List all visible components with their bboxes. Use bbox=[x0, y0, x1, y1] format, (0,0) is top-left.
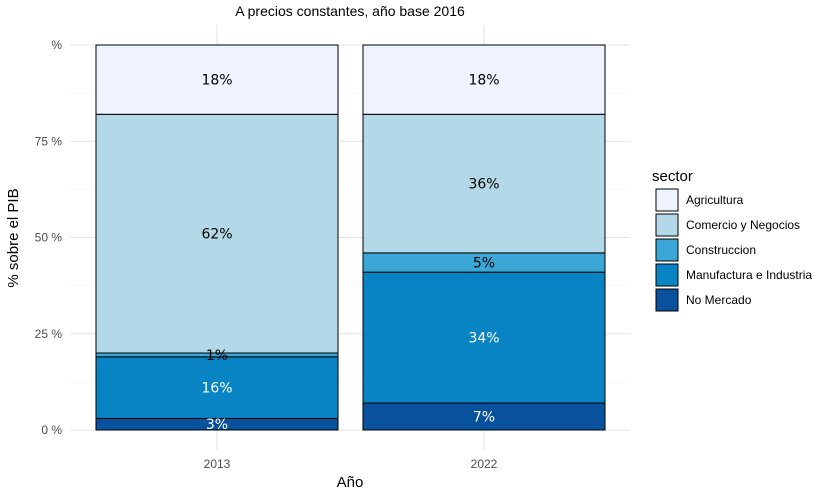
segment-label: 3% bbox=[206, 417, 228, 433]
segment-label: 1% bbox=[206, 348, 228, 364]
segment-label: 62% bbox=[201, 227, 232, 243]
x-tick-label: 2013 bbox=[204, 457, 231, 471]
segment-label: 18% bbox=[201, 73, 232, 89]
y-tick-label: 0 % bbox=[41, 423, 62, 437]
bars bbox=[95, 44, 606, 431]
y-tick-label: 25 % bbox=[35, 327, 63, 341]
legend-label: Construccion bbox=[686, 243, 756, 257]
segment-labels: 3% 16% 1% 62% 18% 7% 34% 5% 36% 18% bbox=[201, 73, 499, 434]
segment-label: 36% bbox=[468, 177, 499, 193]
bar-segment bbox=[362, 402, 606, 431]
legend-key bbox=[655, 238, 679, 262]
y-tick-label: 50 % bbox=[35, 231, 63, 245]
legend-items: Agricultura Comercio y Negocios Construcci… bbox=[655, 188, 812, 312]
legend-title: sector bbox=[652, 168, 693, 185]
bar-segment bbox=[95, 44, 339, 115]
legend-key bbox=[655, 288, 679, 312]
bar-segment bbox=[362, 44, 606, 115]
y-axis-title: % sobre el PIB bbox=[5, 188, 22, 287]
x-axis-ticks: 2013 2022 bbox=[204, 457, 498, 471]
bar-segment bbox=[362, 113, 606, 254]
y-tick-label: % bbox=[51, 38, 62, 52]
legend-label: No Mercado bbox=[686, 293, 752, 307]
legend-label: Agricultura bbox=[686, 193, 744, 207]
chart-title: A precios constantes, año base 2016 bbox=[235, 3, 465, 19]
legend-key bbox=[655, 263, 679, 287]
x-axis-title: Año bbox=[337, 474, 364, 491]
segment-label: 5% bbox=[473, 256, 495, 272]
x-tick-label: 2022 bbox=[471, 457, 498, 471]
y-axis-ticks: 0 % 25 % 50 % 75 %% bbox=[35, 38, 63, 437]
legend-key bbox=[655, 188, 679, 212]
legend-key bbox=[655, 213, 679, 237]
legend-label: Manufactura e Industria bbox=[686, 268, 812, 282]
bar-segment bbox=[362, 271, 606, 404]
segment-label: 18% bbox=[468, 73, 499, 89]
segment-label: 7% bbox=[473, 410, 495, 426]
y-tick-label: 75 % bbox=[35, 134, 63, 148]
segment-label: 16% bbox=[201, 381, 232, 397]
legend: sector Agricultura Comercio y Negocios Con… bbox=[652, 168, 812, 312]
bar-segment bbox=[95, 113, 339, 354]
bar-segment bbox=[95, 356, 339, 419]
segment-label: 34% bbox=[468, 331, 499, 347]
legend-label: Comercio y Negocios bbox=[686, 218, 800, 232]
